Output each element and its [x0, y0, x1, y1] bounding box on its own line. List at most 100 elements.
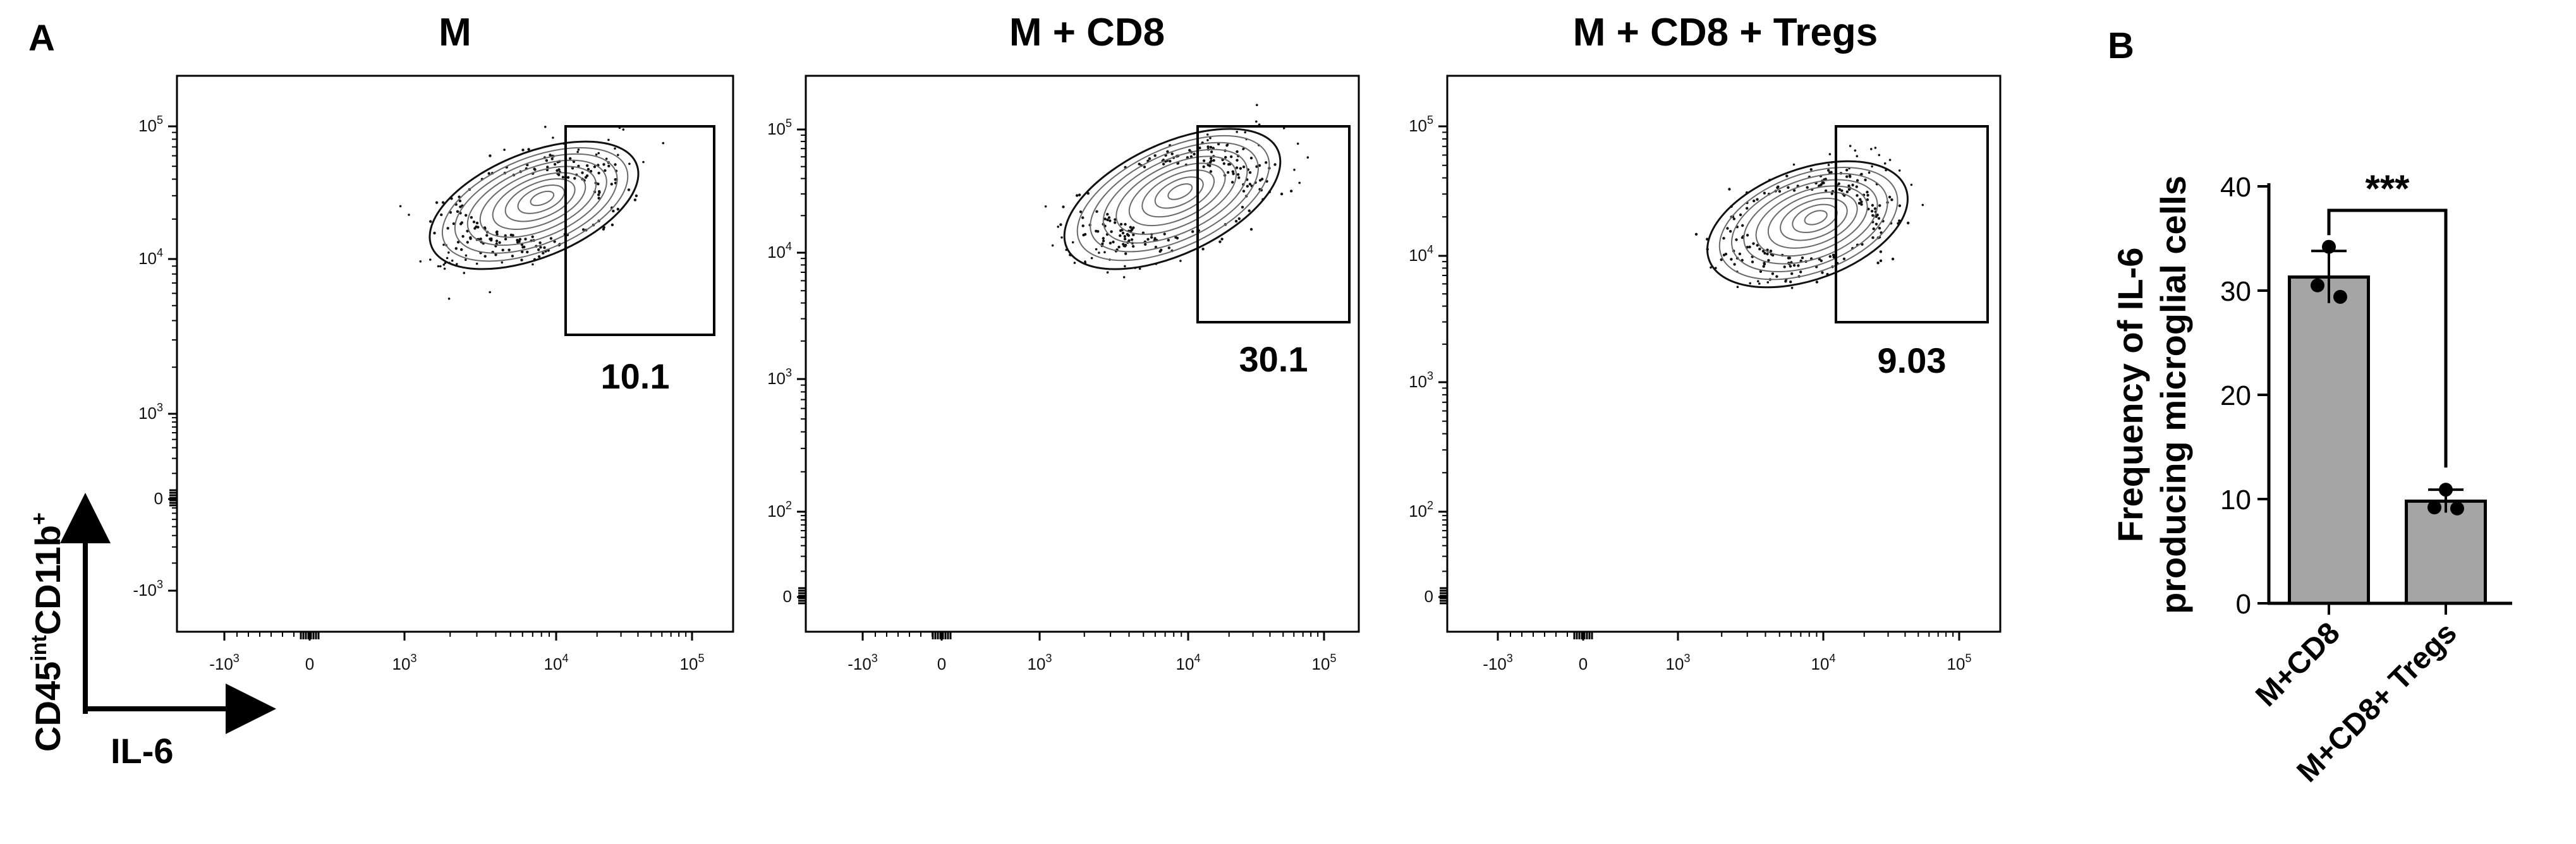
event-dot: [1921, 203, 1924, 207]
event-dot: [1124, 243, 1127, 247]
event-dot: [1840, 189, 1844, 192]
event-dot: [1201, 248, 1205, 251]
event-dot: [1877, 217, 1881, 220]
event-dot: [503, 148, 506, 151]
event-dot: [1138, 267, 1141, 270]
x-axis-label: IL-6: [111, 731, 174, 771]
event-dot: [1222, 162, 1226, 166]
event-dot: [443, 267, 446, 270]
event-dot: [1202, 165, 1205, 169]
event-dot: [1757, 280, 1759, 283]
event-dot: [442, 263, 446, 266]
event-dot: [1855, 185, 1858, 188]
event-dot: [465, 258, 467, 262]
event-dot: [475, 262, 478, 265]
y-tick-label: 105: [767, 117, 792, 138]
contour-line: [1167, 183, 1193, 200]
event-dot: [642, 160, 645, 164]
event-dot: [466, 241, 469, 244]
event-dot: [1758, 248, 1761, 251]
event-dot: [1778, 190, 1782, 193]
event-dot: [1234, 220, 1238, 223]
event-dot: [1218, 240, 1222, 243]
event-dot: [1293, 169, 1296, 171]
event-dot: [1198, 147, 1201, 150]
event-dot: [1209, 170, 1213, 173]
event-dot: [460, 248, 463, 251]
y-tick-label: 104: [1409, 243, 1433, 265]
event-dot: [1095, 248, 1098, 251]
event-dot: [586, 164, 589, 167]
bar: [2405, 499, 2487, 605]
event-dot: [1141, 231, 1145, 234]
event-dot: [511, 255, 514, 258]
event-dot: [437, 265, 440, 268]
bar-category-label: M+CD8: [2249, 616, 2346, 713]
event-dot: [1237, 217, 1241, 220]
event-dot: [1236, 173, 1240, 176]
contour-line: [1804, 210, 1828, 226]
event-dot: [429, 258, 432, 261]
event-dot: [552, 136, 554, 139]
event-dot: [1789, 265, 1792, 268]
event-dot: [446, 256, 449, 260]
event-dot: [1783, 265, 1786, 268]
event-dot: [1230, 155, 1233, 159]
event-dot: [1249, 157, 1253, 160]
bar-y-axis-label-line1: Frequency of IL-6: [2110, 248, 2150, 543]
flow-panel-title: M + CD8 + Tregs: [1573, 11, 1878, 54]
y-tick-label: 103: [138, 401, 163, 423]
event-dot: [483, 226, 487, 229]
event-dot: [1860, 203, 1863, 206]
contour-line: [479, 166, 597, 238]
event-dot: [1236, 159, 1239, 162]
x-tick-label: 103: [1028, 652, 1052, 673]
plot-frame: [176, 75, 734, 633]
event-dot: [456, 241, 460, 244]
event-dot: [1809, 168, 1813, 171]
event-dot: [1102, 239, 1105, 243]
event-dot: [1236, 131, 1238, 133]
event-dot: [1236, 150, 1239, 154]
event-dot: [1874, 222, 1878, 226]
event-dot: [602, 227, 605, 231]
event-dot: [1762, 265, 1765, 268]
event-dot: [569, 157, 572, 160]
event-dot: [485, 234, 489, 237]
axis-key: CD45intCD11b+ IL-6: [27, 493, 276, 771]
event-dot: [1109, 219, 1112, 222]
gate-percentage: 30.1: [1239, 339, 1308, 379]
event-dot: [1188, 148, 1191, 152]
event-dot: [1769, 250, 1773, 253]
event-dot: [1153, 154, 1157, 157]
event-dot: [1830, 192, 1833, 195]
event-dot: [1792, 163, 1795, 166]
flow-panel-2: M + CD8 105 104 103 102 0 -103 0 103 104 105 30.1: [767, 11, 1360, 673]
event-dot: [576, 150, 579, 154]
event-dot: [584, 176, 588, 179]
y-tick-label: 105: [138, 114, 163, 135]
event-dot: [1789, 280, 1792, 284]
event-dot: [1109, 241, 1112, 244]
event-dot: [614, 147, 616, 150]
event-dot: [1090, 256, 1093, 260]
x-tick-label: 104: [1176, 652, 1201, 673]
event-dot: [1097, 230, 1100, 233]
event-dot: [1103, 251, 1106, 254]
event-dot: [614, 163, 617, 166]
contour-line: [504, 178, 576, 222]
event-dot: [1845, 190, 1849, 193]
event-dot: [1872, 227, 1875, 231]
event-dot: [1849, 175, 1852, 178]
event-dot: [408, 214, 410, 216]
bar: [2288, 275, 2370, 605]
event-dot: [538, 241, 542, 244]
event-dot: [1799, 270, 1802, 274]
event-dot: [1124, 265, 1126, 268]
x-tick-label: -103: [848, 652, 878, 673]
event-dot: [487, 172, 490, 175]
event-dot: [607, 138, 610, 142]
event-dot: [1873, 207, 1877, 210]
x-tick-label: 105: [680, 652, 705, 673]
event-dot: [1210, 150, 1213, 154]
